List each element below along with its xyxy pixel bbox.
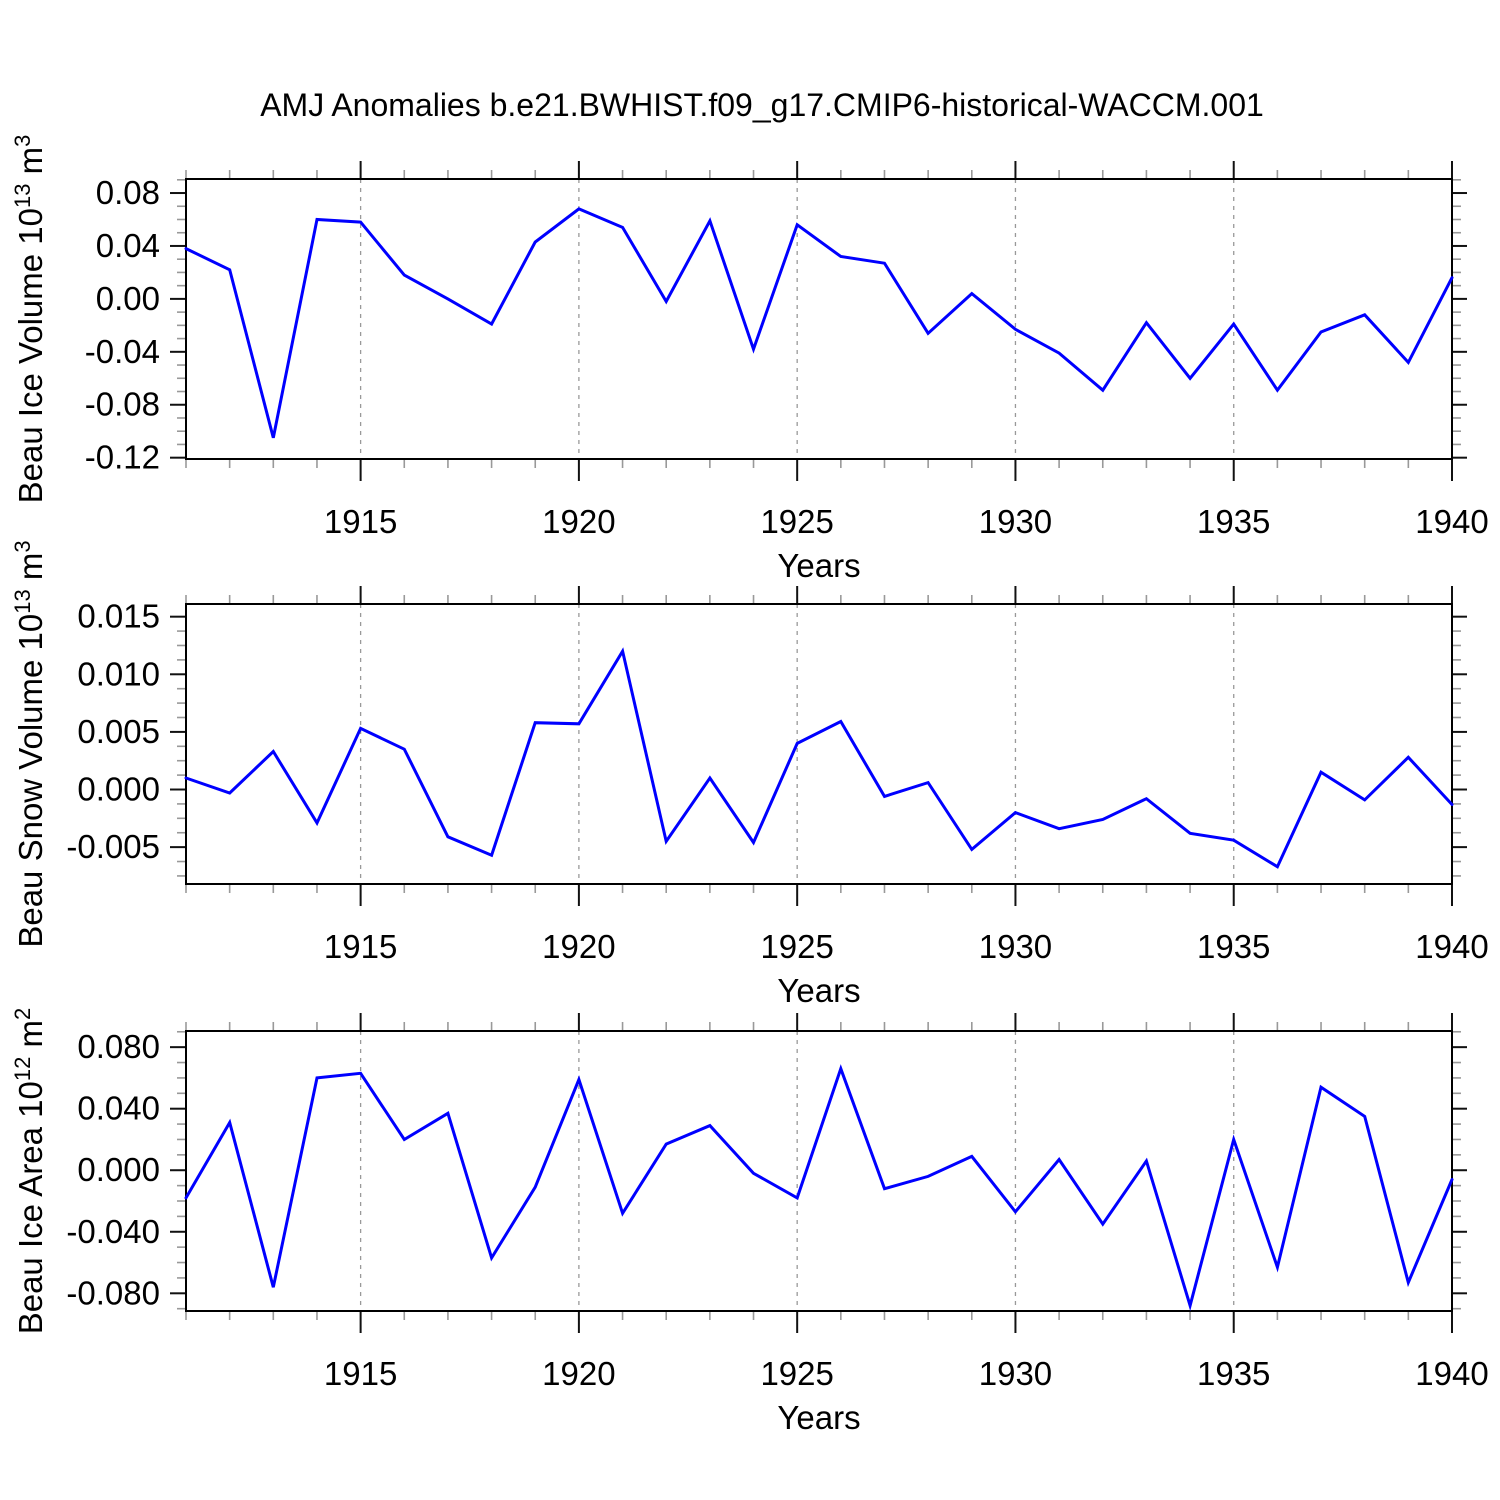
y-tick-label: 0.015 (77, 598, 160, 635)
x-axis-title: Years (777, 547, 860, 584)
panel-beau-snow-volume: 0.015 0.010 0.005 0.000 -0.005 1915 1920 1925 19… (10, 540, 1489, 1009)
x-tick-label: 1920 (542, 503, 615, 540)
y-tick-label: -0.04 (85, 333, 160, 370)
y-tick-label: 0.04 (96, 227, 160, 264)
x-tick-label: 1920 (542, 1355, 615, 1392)
x-tick-label: 1930 (979, 503, 1052, 540)
plot-box (185, 1030, 1453, 1312)
y-tick-label: 0.000 (77, 771, 160, 808)
x-tick-label: 1920 (542, 928, 615, 965)
plot-box (185, 178, 1453, 460)
x-tick-label: 1925 (760, 928, 833, 965)
x-tick-label: 1935 (1197, 1355, 1270, 1392)
y-axis-title: Beau Snow Volume 1013 m3 (10, 540, 49, 947)
y-tick-label: 0.00 (96, 280, 160, 317)
x-tick-label: 1925 (760, 503, 833, 540)
y-tick-label: -0.080 (66, 1274, 160, 1311)
y-tick-label: 0.010 (77, 655, 160, 692)
panel-beau-ice-area: 0.080 0.040 0.000 -0.040 -0.080 1915 1920 1925 1… (10, 1008, 1489, 1436)
y-tick-label: 0.000 (77, 1151, 160, 1188)
panel-beau-ice-volume: 0.08 0.04 0.00 -0.04 -0.08 -0.12 1915 1920 1925 1… (10, 135, 1489, 584)
x-tick-label: 1915 (324, 1355, 397, 1392)
y-tick-label: 0.080 (77, 1028, 160, 1065)
y-tick-label: -0.12 (85, 439, 160, 476)
x-tick-label: 1930 (979, 928, 1052, 965)
x-tick-label: 1935 (1197, 928, 1270, 965)
y-tick-label: 0.040 (77, 1090, 160, 1127)
x-tick-label: 1940 (1415, 928, 1488, 965)
y-tick-label: -0.08 (85, 386, 160, 423)
y-axis-title: Beau Ice Volume 1013 m3 (10, 135, 49, 504)
data-line-beau-snow-volume (184, 647, 1454, 869)
y-tick-label: -0.040 (66, 1213, 160, 1250)
x-tick-label: 1915 (324, 928, 397, 965)
x-axis-title: Years (777, 1399, 860, 1436)
figure-title: AMJ Anomalies b.e21.BWHIST.f09_g17.CMIP6… (260, 87, 1264, 123)
y-tick-label: -0.005 (66, 828, 160, 865)
data-line-beau-ice-area (184, 1064, 1454, 1312)
x-tick-label: 1925 (760, 1355, 833, 1392)
y-tick-label: 0.005 (77, 713, 160, 750)
y-axis-title: Beau Ice Area 1012 m2 (10, 1008, 49, 1335)
x-axis-title: Years (777, 972, 860, 1009)
panels-group: 0.08 0.04 0.00 -0.04 -0.08 -0.12 1915 1920 1925 1… (10, 135, 1489, 1436)
y-tick-label: 0.08 (96, 174, 160, 211)
x-tick-label: 1915 (324, 503, 397, 540)
plot-box (185, 603, 1453, 885)
data-line-beau-ice-volume (184, 207, 1454, 439)
x-tick-label: 1930 (979, 1355, 1052, 1392)
x-tick-label: 1940 (1415, 1355, 1488, 1392)
x-tick-label: 1935 (1197, 503, 1270, 540)
x-tick-label: 1940 (1415, 503, 1488, 540)
